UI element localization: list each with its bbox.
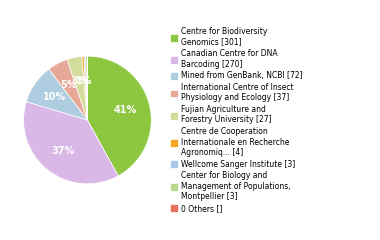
Text: 5%: 5%: [61, 80, 77, 90]
Wedge shape: [49, 60, 87, 120]
Wedge shape: [24, 102, 118, 184]
Text: 3%: 3%: [71, 76, 87, 86]
Wedge shape: [26, 69, 87, 120]
Wedge shape: [86, 56, 87, 120]
Text: 41%: 41%: [114, 105, 137, 115]
Wedge shape: [84, 56, 87, 120]
Text: 1%: 1%: [76, 76, 93, 85]
Text: 10%: 10%: [43, 92, 66, 102]
Legend: Centre for Biodiversity
Genomics [301], Canadian Centre for DNA
Barcoding [270],: Centre for Biodiversity Genomics [301], …: [171, 27, 302, 213]
Wedge shape: [87, 56, 151, 176]
Wedge shape: [67, 56, 87, 120]
Text: 37%: 37%: [51, 146, 74, 156]
Wedge shape: [82, 56, 87, 120]
